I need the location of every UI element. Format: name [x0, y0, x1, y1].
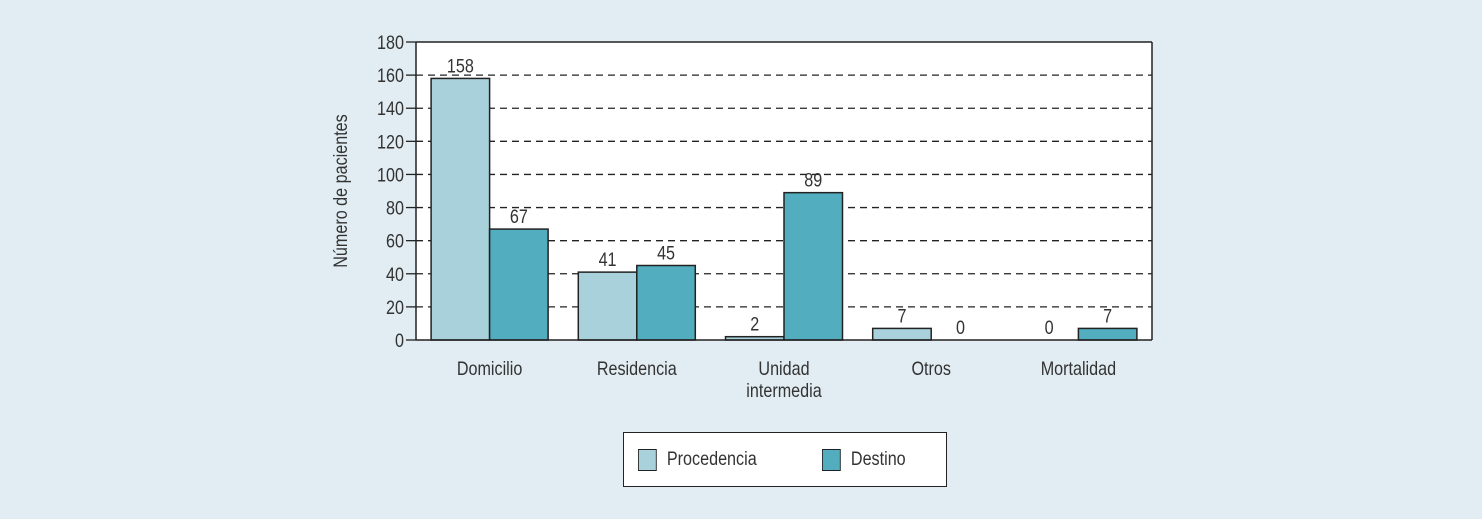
x-tick-label: intermedia: [746, 380, 822, 402]
y-tick-label: 80: [386, 197, 404, 219]
data-label: 7: [1103, 305, 1112, 327]
data-label: 67: [510, 206, 528, 228]
legend-item-destino: Destino: [822, 449, 906, 471]
y-tick-label: 20: [386, 297, 404, 319]
bar-procedencia: [577, 271, 638, 341]
data-label: 2: [750, 313, 759, 335]
data-label: 41: [599, 249, 617, 271]
bar-procedencia: [871, 327, 932, 341]
bar-destino: [488, 228, 549, 341]
data-label: 45: [657, 242, 675, 264]
bar-destino: [1077, 327, 1138, 341]
y-axis-label: Número de pacientes: [330, 114, 352, 268]
x-tick-label: Domicilio: [457, 358, 523, 380]
x-tick-label: Unidad: [758, 358, 809, 380]
x-tick-label: Otros: [911, 358, 951, 380]
legend-item-procedencia: Procedencia: [638, 449, 757, 471]
data-label: 0: [1045, 317, 1054, 339]
data-label: 7: [897, 305, 906, 327]
y-tick-label: 180: [377, 32, 404, 54]
legend-label-destino: Destino: [850, 449, 906, 470]
y-tick-label: 0: [395, 330, 404, 352]
x-tick-label: Mortalidad: [1041, 358, 1116, 380]
legend: Procedencia Destino: [623, 432, 947, 487]
x-tick-label: Residencia: [597, 358, 677, 380]
bar-destino: [783, 191, 844, 341]
data-label: 158: [447, 55, 474, 77]
y-tick-label: 100: [377, 164, 404, 186]
data-label: 0: [956, 317, 965, 339]
y-tick-label: 120: [377, 131, 404, 153]
y-tick-label: 40: [386, 264, 404, 286]
y-tick-label: 140: [377, 98, 404, 120]
y-tick-label: 60: [386, 230, 404, 252]
bar-destino: [636, 264, 697, 341]
legend-swatch-procedencia: [638, 449, 657, 471]
legend-label-procedencia: Procedencia: [666, 449, 757, 470]
data-label: 89: [804, 169, 822, 191]
bar-procedencia: [430, 77, 491, 341]
y-tick-label: 160: [377, 65, 404, 87]
legend-swatch-destino: [822, 449, 841, 471]
